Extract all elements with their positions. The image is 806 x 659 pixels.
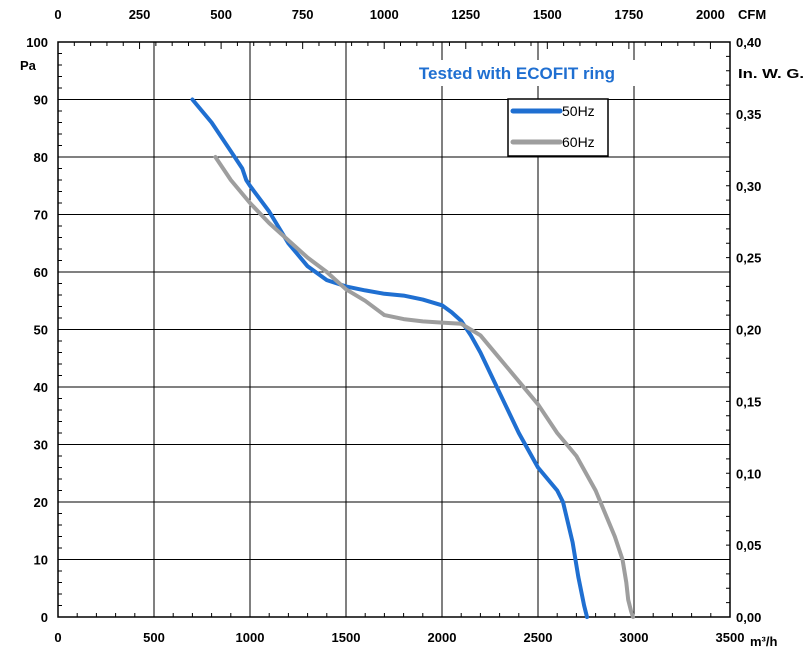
series-line-50hz (190, 97, 589, 619)
top-axis-unit: CFM (738, 7, 766, 22)
right-axis-tick-label: 0,15 (736, 394, 761, 409)
left-axis-tick-label: 30 (34, 438, 48, 453)
top-axis-tick-label: 1000 (370, 7, 399, 22)
top-axis-tick-label: 1250 (451, 7, 480, 22)
left-axis-tick-label: 70 (34, 208, 48, 223)
right-axis-tick-labels: 0,00 0,05 0,10 0,15 0,20 0,25 0,30 0,35 0,40 (736, 35, 761, 625)
bottom-axis-unit: m³/h (750, 634, 778, 649)
grid (58, 42, 730, 617)
legend-label-50hz: 50Hz (562, 103, 595, 119)
right-axis-tick-label: 0,00 (736, 610, 761, 625)
left-axis-tick-label: 60 (34, 265, 48, 280)
left-axis-tick-label: 0 (41, 610, 48, 625)
right-axis-tick-label: 0,10 (736, 466, 761, 481)
bottom-axis-tick-label: 3000 (620, 630, 649, 645)
right-axis-tick-label: 0,05 (736, 538, 761, 553)
left-axis-tick-label: 100 (26, 35, 48, 50)
bottom-axis-tick-label: 2500 (524, 630, 553, 645)
left-axis-unit: Pa (20, 58, 37, 73)
series-layer (190, 97, 635, 619)
left-axis-tick-label: 40 (34, 380, 48, 395)
right-axis-tick-label: 0,25 (736, 251, 761, 266)
right-axis-tick-label: 0,20 (736, 323, 761, 338)
top-axis-tick-label: 1500 (533, 7, 562, 22)
series-line-60hz (213, 155, 635, 619)
bottom-axis-tick-label: 500 (143, 630, 165, 645)
top-axis-tick-label: 500 (210, 7, 232, 22)
left-axis-tick-label: 90 (34, 93, 48, 108)
annotation-background (388, 60, 646, 86)
plot-frame (57, 41, 731, 618)
bottom-axis-tick-label: 0 (54, 630, 61, 645)
top-axis-tick-labels: 0 250 500 750 1000 1250 1500 1750 2000 (54, 7, 725, 22)
bottom-axis-tick-label: 2000 (428, 630, 457, 645)
left-axis-tick-label: 10 (34, 553, 48, 568)
left-axis-tick-labels: 0 10 20 30 40 50 60 70 80 90 100 (26, 35, 48, 625)
legend-label-60hz: 60Hz (562, 134, 595, 150)
bottom-axis-tick-labels: 0 500 1000 1500 2000 2500 3000 3500 (54, 630, 744, 645)
left-axis-tick-label: 50 (34, 323, 48, 338)
top-axis-tick-label: 750 (292, 7, 314, 22)
top-axis-tick-label: 1750 (614, 7, 643, 22)
left-axis-tick-label: 80 (34, 150, 48, 165)
bottom-axis-tick-label: 1500 (332, 630, 361, 645)
left-axis-tick-label: 20 (34, 495, 48, 510)
top-axis-tick-label: 250 (129, 7, 151, 22)
bottom-axis-tick-label: 3500 (716, 630, 745, 645)
top-axis-tick-label: 2000 (696, 7, 725, 22)
legend: 50Hz 60Hz (507, 98, 609, 157)
top-axis-tick-label: 0 (54, 7, 61, 22)
bottom-axis-tick-label: 1000 (236, 630, 265, 645)
right-axis-tick-label: 0,40 (736, 35, 761, 50)
right-axis-tick-label: 0,35 (736, 107, 761, 122)
right-axis-unit: In. W. G. (738, 66, 804, 81)
right-axis-tick-label: 0,30 (736, 179, 761, 194)
annotation-text: Tested with ECOFIT ring (419, 64, 615, 83)
